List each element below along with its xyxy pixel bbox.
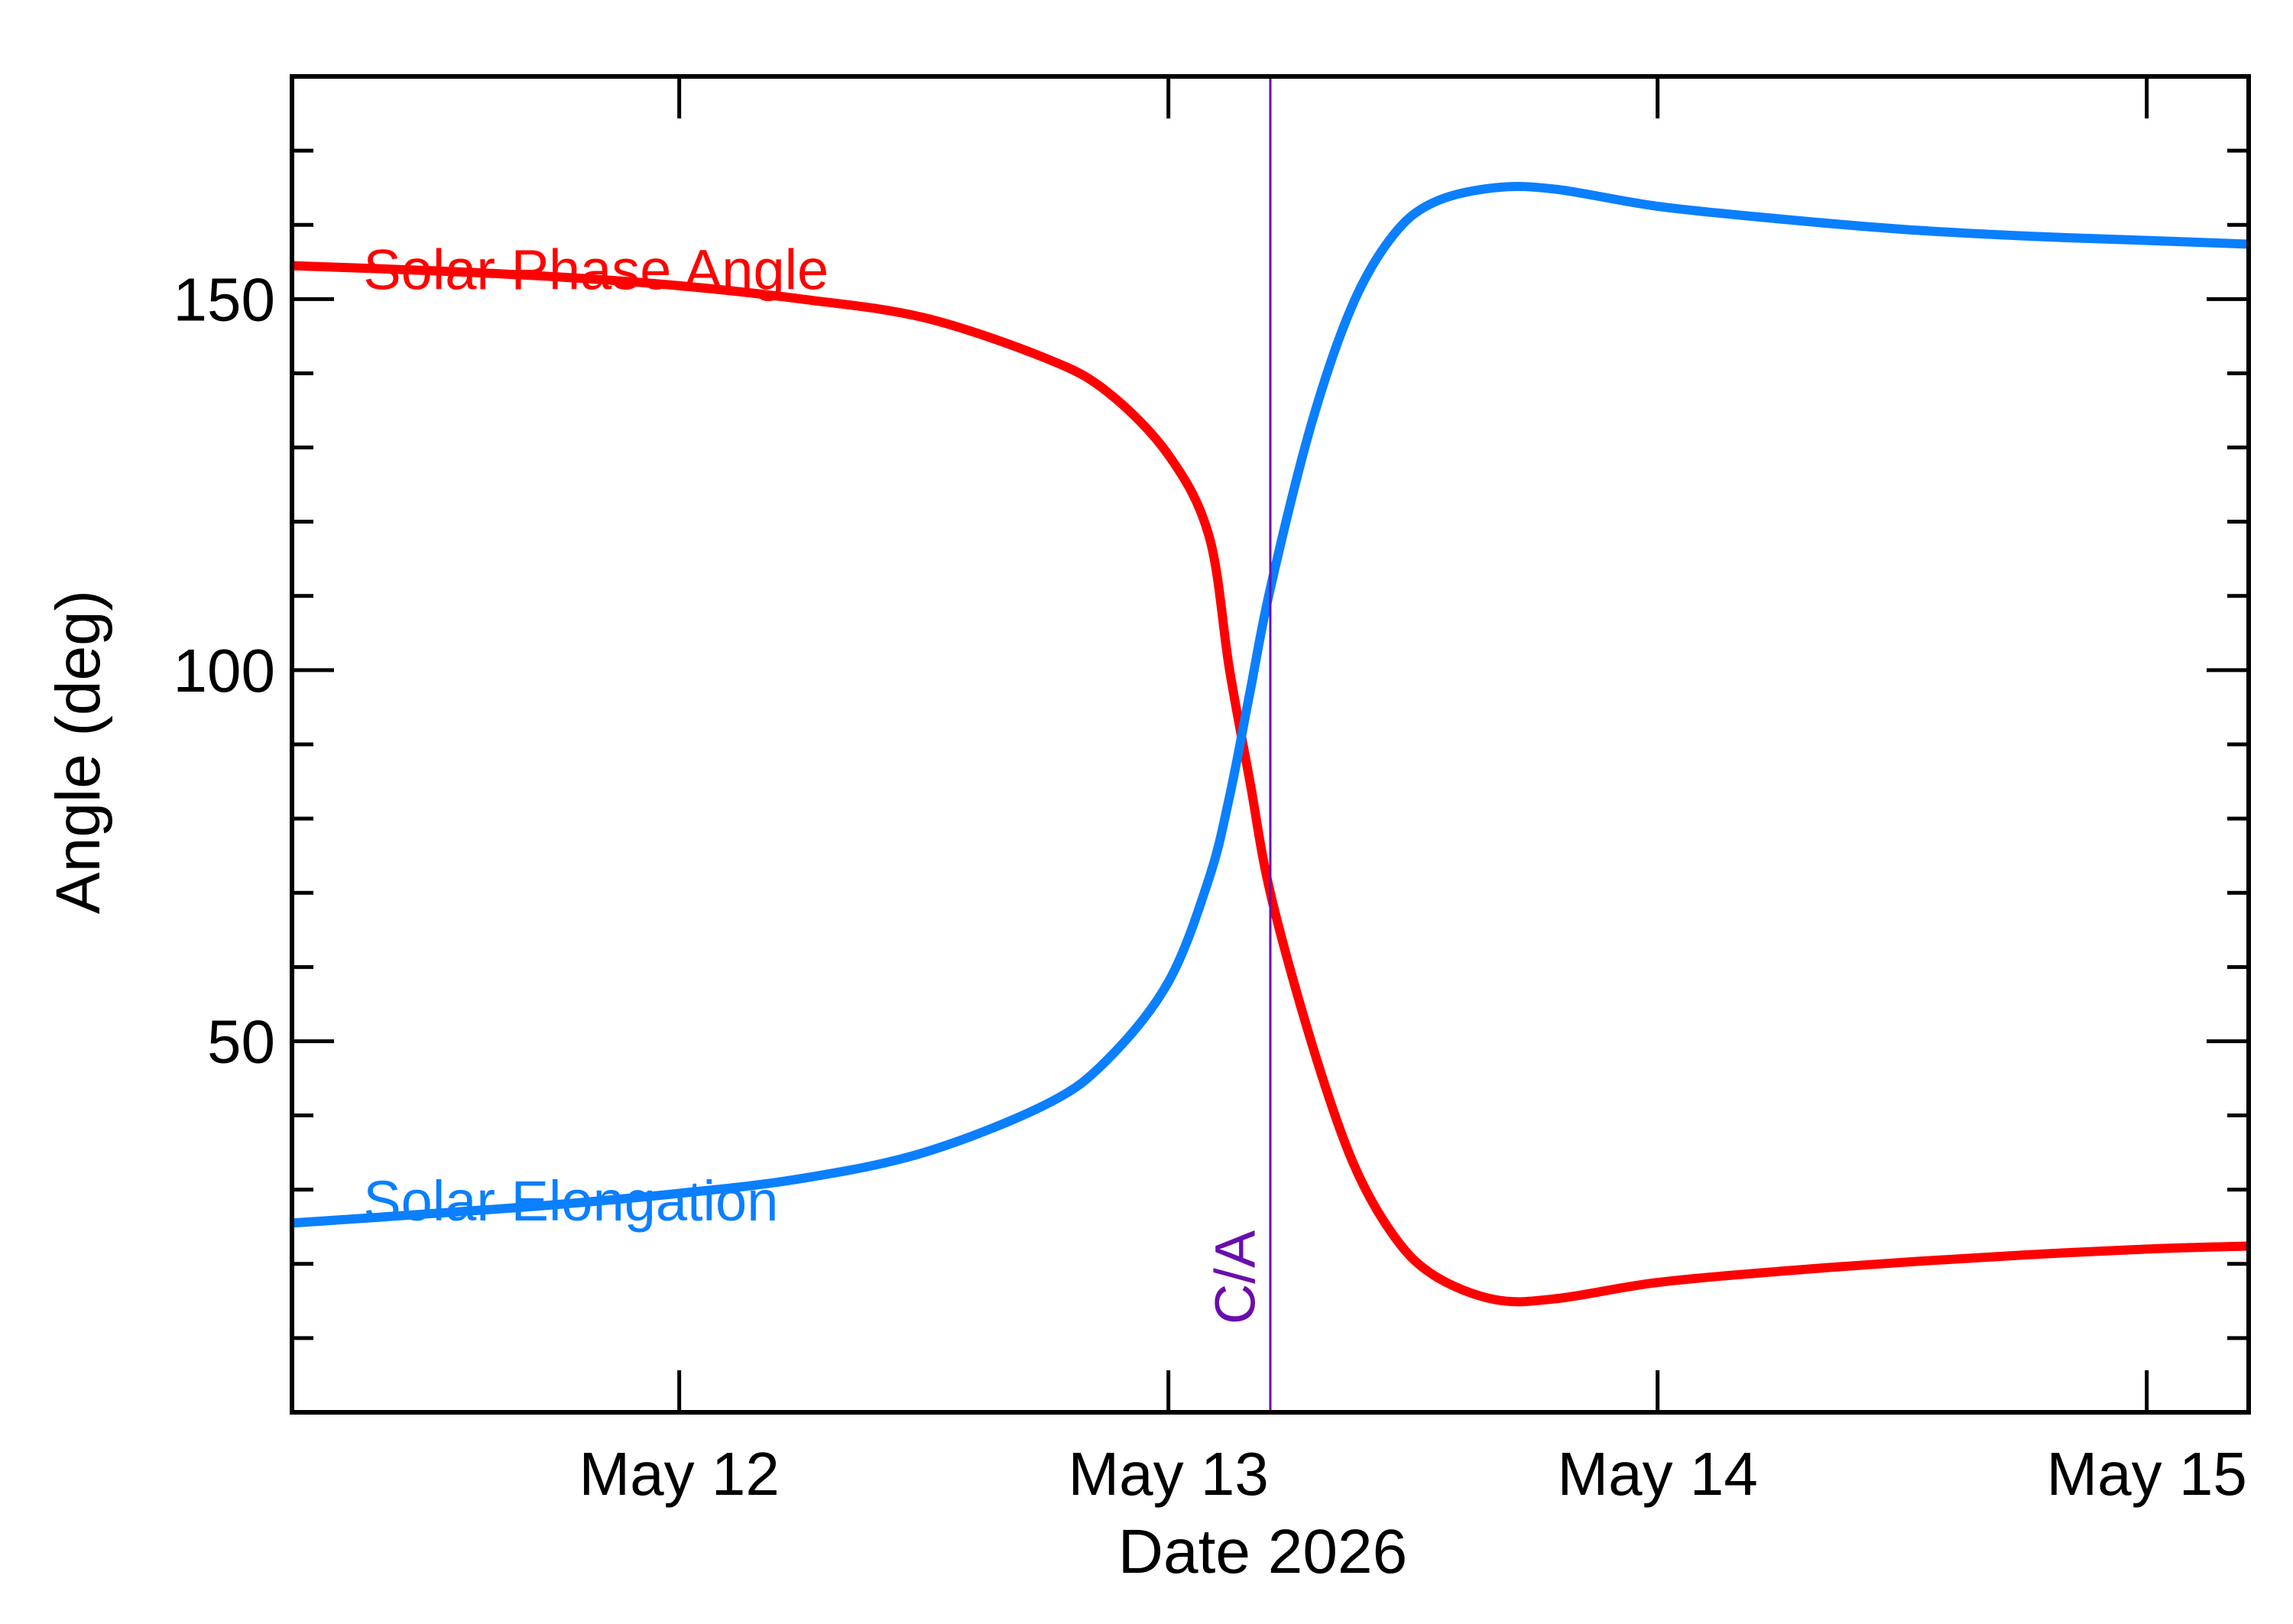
x-tick-label: May 15 <box>2046 1440 2246 1508</box>
series-labels: Solar Phase Angle Solar Elongation <box>363 238 829 1233</box>
closest-approach-layer: C/A <box>1204 76 1272 1412</box>
series-line-solar-phase-angle <box>291 261 2249 1307</box>
x-tick-label: May 14 <box>1557 1440 1757 1508</box>
axis-ticks <box>292 76 2249 1412</box>
x-axis-label: Date 2026 <box>1118 1517 1407 1587</box>
series-curves <box>291 181 2249 1307</box>
x-tick-label: May 12 <box>579 1440 779 1508</box>
tick-labels: 50 100 150 May 12 May 13 May 14 May 15 <box>174 265 2247 1508</box>
y-tick-label: 50 <box>207 1007 275 1075</box>
y-tick-label: 100 <box>174 637 275 705</box>
plot-area-layer: C/A Solar Phase Angle Solar Elongation <box>291 76 2249 1412</box>
series-label-solar-elongation: Solar Elongation <box>363 1169 778 1233</box>
x-tick-label: May 13 <box>1068 1440 1268 1508</box>
series-line-solar-elongation <box>291 181 2249 1228</box>
series-label-solar-phase-angle: Solar Phase Angle <box>363 238 829 301</box>
y-tick-label: 150 <box>174 265 275 333</box>
plot-frame <box>290 74 2251 1415</box>
y-axis-label: Angle (deg) <box>44 590 113 914</box>
closest-approach-label: C/A <box>1204 1230 1267 1324</box>
